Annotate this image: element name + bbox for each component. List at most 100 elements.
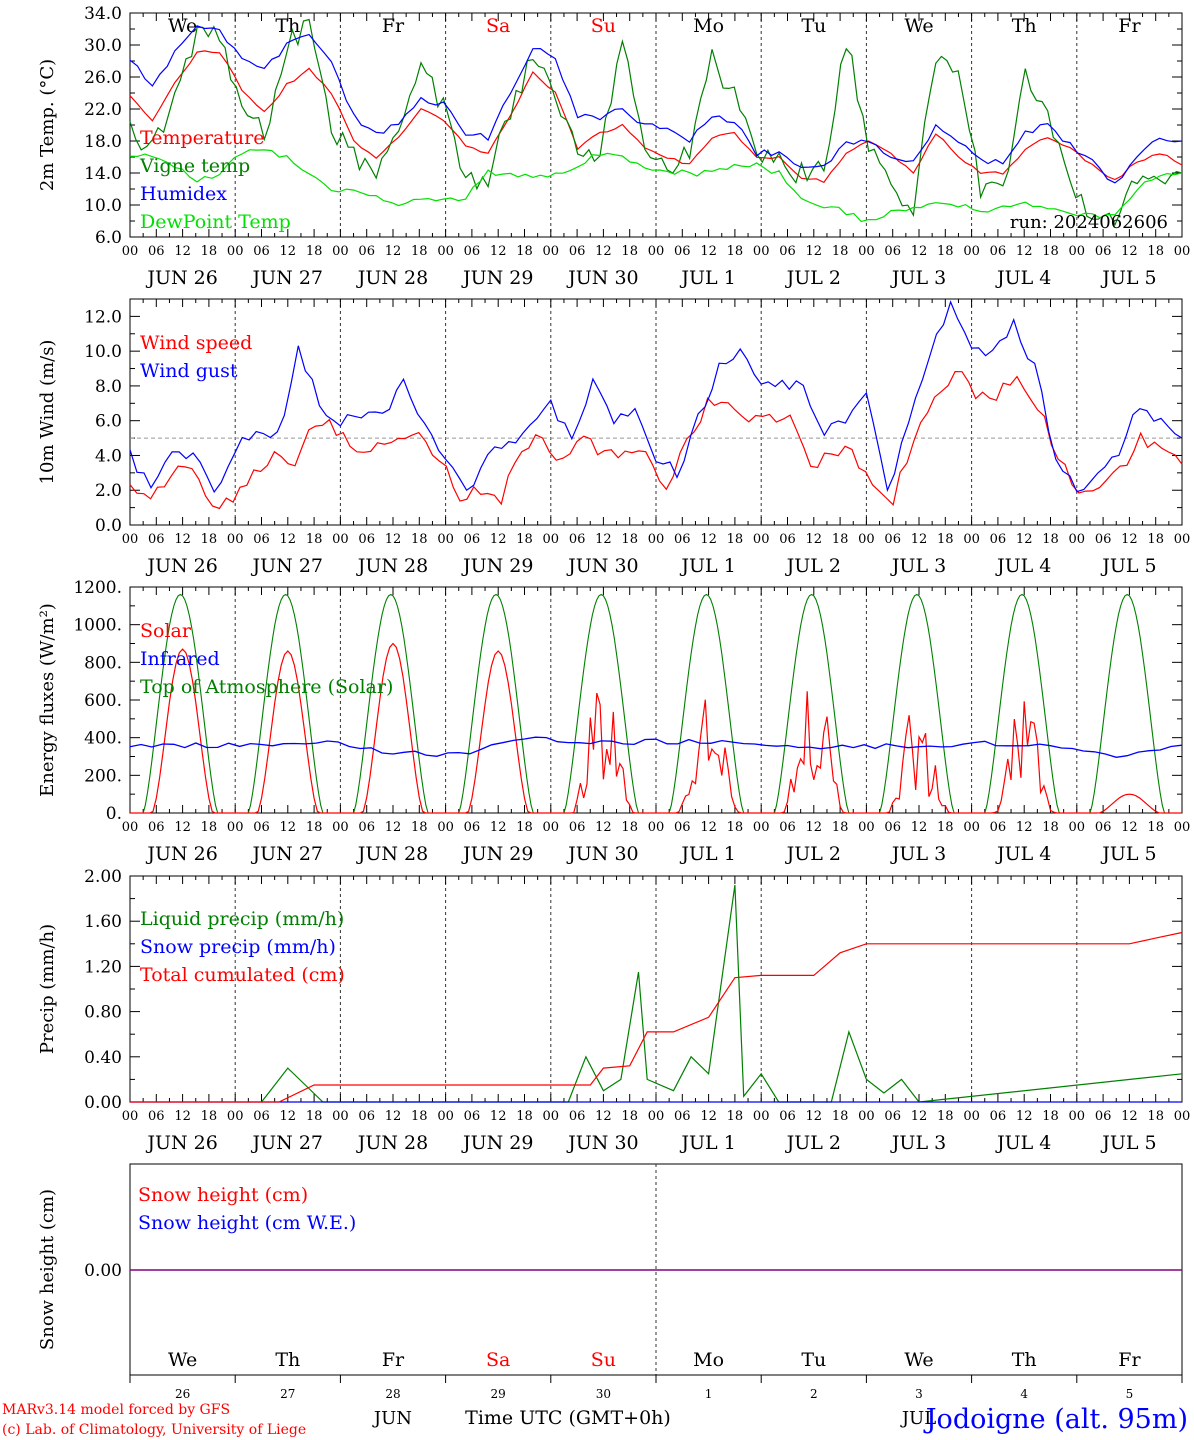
hour-tick-label: 18 bbox=[1042, 1109, 1059, 1124]
hour-tick-label: 18 bbox=[201, 244, 218, 259]
hour-tick-label: 12 bbox=[911, 244, 928, 259]
legend-entry: Snow height (cm W.E.) bbox=[138, 1212, 356, 1234]
hour-tick-label: 00 bbox=[543, 532, 560, 547]
y-tick-label: 1200. bbox=[73, 578, 122, 598]
hour-tick-label: 18 bbox=[306, 820, 323, 835]
hour-tick-label: 06 bbox=[253, 820, 270, 835]
y-tick-label: 600. bbox=[84, 691, 122, 711]
date-label: JUL 5 bbox=[1100, 555, 1156, 577]
hour-tick-label: 18 bbox=[411, 1109, 428, 1124]
y-tick-label: 10.0 bbox=[84, 196, 122, 216]
legend-entry: Total cumulated (cm) bbox=[140, 964, 345, 986]
hour-tick-label: 12 bbox=[700, 820, 717, 835]
bottom-day-number: 26 bbox=[175, 1387, 190, 1401]
hour-tick-label: 12 bbox=[1121, 1109, 1138, 1124]
hour-tick-label: 00 bbox=[437, 1109, 454, 1124]
hour-tick-label: 00 bbox=[1069, 820, 1086, 835]
hour-tick-label: 00 bbox=[1174, 244, 1191, 259]
legend-entry: Liquid precip (mm/h) bbox=[140, 908, 344, 930]
hour-tick-label: 18 bbox=[832, 244, 849, 259]
bottom-weekday-label: Mo bbox=[693, 1349, 724, 1371]
hour-tick-label: 12 bbox=[595, 244, 612, 259]
date-label: JUN 28 bbox=[356, 267, 428, 289]
hour-tick-label: 00 bbox=[648, 1109, 665, 1124]
hour-tick-label: 12 bbox=[280, 244, 297, 259]
bottom-day-number: 1 bbox=[705, 1387, 713, 1401]
date-label: JUL 2 bbox=[785, 555, 841, 577]
hour-tick-label: 00 bbox=[543, 820, 560, 835]
y-tick-label: 10.0 bbox=[84, 342, 122, 362]
hour-tick-label: 18 bbox=[621, 532, 638, 547]
hour-tick-label: 12 bbox=[700, 1109, 717, 1124]
date-label: JUN 29 bbox=[461, 843, 533, 865]
date-label: JUL 3 bbox=[890, 843, 946, 865]
hour-tick-label: 12 bbox=[911, 820, 928, 835]
hour-tick-label: 06 bbox=[464, 820, 481, 835]
date-label: JUN 26 bbox=[145, 267, 217, 289]
hour-tick-label: 12 bbox=[174, 244, 191, 259]
date-label: JUL 5 bbox=[1100, 1132, 1156, 1154]
hour-tick-label: 06 bbox=[569, 1109, 586, 1124]
bottom-day-number: 29 bbox=[491, 1387, 506, 1401]
bottom-day-number: 4 bbox=[1020, 1387, 1028, 1401]
y-tick-label: 26.0 bbox=[84, 68, 122, 88]
y-axis-label: Precip (mm/h) bbox=[37, 924, 58, 1054]
date-label: JUL 3 bbox=[890, 555, 946, 577]
precip-series-line-2 bbox=[130, 931, 1183, 1103]
run-annotation: run: 2024062606 bbox=[1010, 212, 1168, 233]
precip-series-line-0 bbox=[261, 884, 1183, 1103]
temp-series-line-2 bbox=[129, 25, 1183, 184]
legend-entry: Top of Atmosphere (Solar) bbox=[140, 676, 393, 698]
date-label: JUN 29 bbox=[461, 267, 533, 289]
date-label: JUN 26 bbox=[145, 843, 217, 865]
hour-tick-label: 00 bbox=[332, 1109, 349, 1124]
hour-tick-label: 12 bbox=[806, 1109, 823, 1124]
weekday-label: Fr bbox=[382, 15, 405, 37]
hour-tick-label: 12 bbox=[490, 244, 507, 259]
hour-tick-label: 00 bbox=[648, 532, 665, 547]
hour-tick-label: 18 bbox=[516, 1109, 533, 1124]
date-label: JUN 27 bbox=[251, 555, 323, 577]
bottom-weekday-label: Tu bbox=[801, 1349, 826, 1371]
date-label: JUN 30 bbox=[566, 267, 638, 289]
hour-tick-label: 00 bbox=[963, 820, 980, 835]
hour-tick-label: 00 bbox=[858, 1109, 875, 1124]
hour-tick-label: 12 bbox=[1016, 820, 1033, 835]
hour-tick-label: 18 bbox=[411, 244, 428, 259]
date-label: JUL 3 bbox=[890, 1132, 946, 1154]
hour-tick-label: 06 bbox=[990, 532, 1007, 547]
y-tick-label: 1.60 bbox=[84, 912, 122, 932]
hour-tick-label: 00 bbox=[858, 820, 875, 835]
bottom-day-number: 30 bbox=[596, 1387, 611, 1401]
hour-tick-label: 18 bbox=[306, 1109, 323, 1124]
hour-tick-label: 12 bbox=[174, 1109, 191, 1124]
hour-tick-label: 06 bbox=[779, 532, 796, 547]
hour-tick-label: 06 bbox=[884, 532, 901, 547]
y-tick-label: 6.0 bbox=[95, 412, 122, 432]
hour-tick-label: 06 bbox=[358, 820, 375, 835]
hour-tick-label: 00 bbox=[963, 1109, 980, 1124]
hour-tick-label: 06 bbox=[674, 820, 691, 835]
hour-tick-label: 18 bbox=[1147, 532, 1164, 547]
hour-tick-label: 12 bbox=[280, 532, 297, 547]
y-tick-label: 200. bbox=[84, 766, 122, 786]
hour-tick-label: 06 bbox=[884, 1109, 901, 1124]
hour-tick-label: 00 bbox=[227, 244, 244, 259]
hour-tick-label: 18 bbox=[937, 532, 954, 547]
date-label: JUN 30 bbox=[566, 555, 638, 577]
legend-entry: Temperature bbox=[140, 127, 264, 149]
hour-tick-label: 06 bbox=[779, 1109, 796, 1124]
hour-tick-label: 06 bbox=[1095, 244, 1112, 259]
bottom-weekday-label: We bbox=[168, 1349, 197, 1371]
hour-tick-label: 18 bbox=[832, 820, 849, 835]
y-tick-label: 0.40 bbox=[84, 1048, 122, 1068]
bottom-weekday-label: Th bbox=[275, 1349, 300, 1371]
date-label: JUL 5 bbox=[1100, 267, 1156, 289]
hour-tick-label: 06 bbox=[148, 244, 165, 259]
bottom-weekday-label: Sa bbox=[486, 1349, 510, 1371]
weekday-label: We bbox=[904, 15, 933, 37]
y-tick-label: 8.0 bbox=[95, 377, 122, 397]
hour-tick-label: 06 bbox=[253, 1109, 270, 1124]
hour-tick-label: 06 bbox=[358, 532, 375, 547]
hour-tick-label: 06 bbox=[674, 532, 691, 547]
